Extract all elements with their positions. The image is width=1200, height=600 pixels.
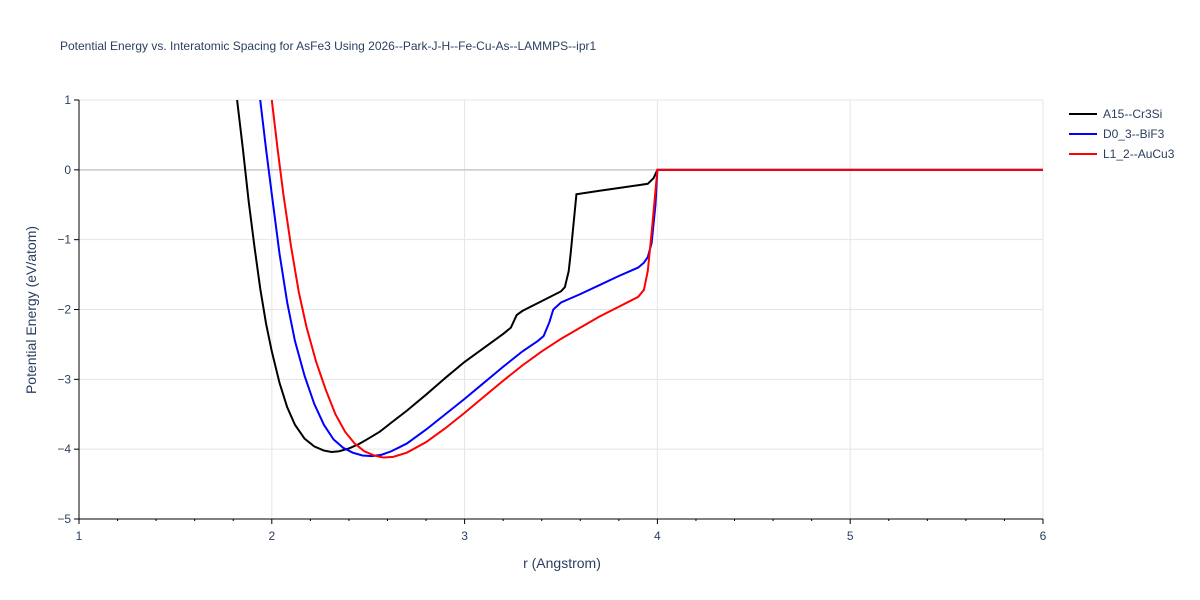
series-line-A15--Cr3Si[interactable] [236,100,1043,453]
axes: 1 2 3 4 5 6 1 0 −1 −2 −3 −4 −5 [57,93,1046,543]
legend-item[interactable]: L1_2--AuCu3 [1069,147,1175,161]
x-tick-label: 5 [847,529,854,543]
x-axis-title: r (Angstrom) [523,555,601,571]
y-tick-label: −2 [57,303,71,317]
x-tick-label: 3 [461,529,468,543]
series-line-D0_3--BiF3[interactable] [259,100,1043,458]
y-tick-label: −3 [57,372,71,386]
x-tick-label: 4 [654,529,661,543]
y-tick-label: 0 [64,163,71,177]
y-tick-label: −1 [57,233,71,247]
legend-item[interactable]: A15--Cr3Si [1069,107,1162,121]
legend[interactable]: A15--Cr3Si D0_3--BiF3 L1_2--AuCu3 [1069,107,1175,161]
gridlines [79,99,1044,519]
legend-label: D0_3--BiF3 [1103,127,1165,141]
legend-label: L1_2--AuCu3 [1103,147,1175,161]
y-tick-label: 1 [64,93,71,107]
legend-item[interactable]: D0_3--BiF3 [1069,127,1165,141]
chart-title: Potential Energy vs. Interatomic Spacing… [60,39,597,53]
y-axis-title: Potential Energy (eV/atom) [23,226,39,394]
y-tick-label: −5 [57,512,71,526]
plot-area [236,100,1043,459]
series-line-L1_2--AuCu3[interactable] [270,100,1043,459]
x-tick-label: 2 [268,529,275,543]
x-tick-label: 1 [76,529,83,543]
y-tick-label: −4 [57,442,71,456]
legend-label: A15--Cr3Si [1103,107,1162,121]
x-tick-label: 6 [1040,529,1047,543]
